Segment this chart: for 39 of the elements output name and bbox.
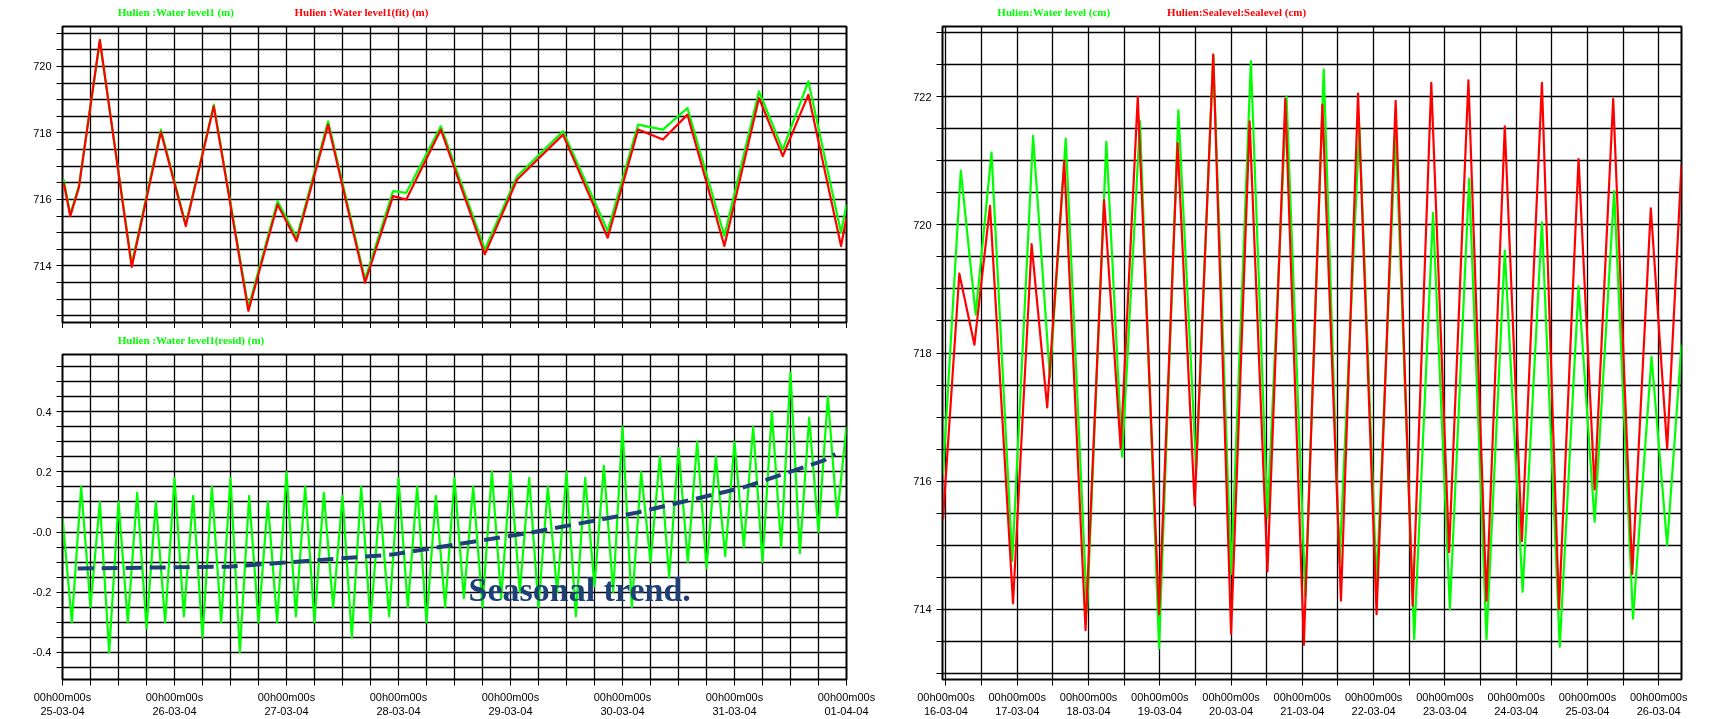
y-tick-label: 718 <box>33 126 52 139</box>
x-tick-label: 00h00m00s 24-03-04 <box>1487 690 1546 717</box>
x-tick-label: 00h00m00s 22-03-04 <box>1344 690 1403 717</box>
text: Hulien:Sealevel:Sealevel (cm) <box>1167 5 1307 19</box>
text: Hulien :Water level1(fit) (m) <box>294 5 429 19</box>
x-tick-label: 00h00m00s 26-03-04 <box>1629 690 1688 717</box>
y-tick-label: -0.4 <box>32 646 52 659</box>
text: Hulien :Water level1 (m) <box>117 5 235 19</box>
text: Hulien :Water level1(resid) (m) <box>117 333 265 347</box>
y-tick-label: 718 <box>913 347 932 359</box>
y-tick-label: 714 <box>913 603 932 616</box>
x-tick-label: 00h00m00s 21-03-04 <box>1273 690 1332 717</box>
text: Hulien:Water level (cm) <box>997 5 1111 19</box>
x-tick-label: 00h00m00s 16-03-04 <box>917 690 976 717</box>
x-tick-label: 00h00m00s 30-03-04 <box>593 690 652 717</box>
x-tick-label: 00h00m00s 18-03-04 <box>1059 690 1118 717</box>
x-tick-label: 00h00m00s 26-03-04 <box>145 690 204 717</box>
x-tick-label: 00h00m00s 25-03-04 <box>1558 690 1617 717</box>
y-tick-label: 0.2 <box>36 465 52 478</box>
x-tick-label: 00h00m00s 25-03-04 <box>33 690 92 717</box>
y-tick-label: 720 <box>913 218 932 231</box>
x-tick-label: 00h00m00s 31-03-04 <box>705 690 764 717</box>
x-tick-label: 00h00m00s 23-03-04 <box>1416 690 1475 717</box>
y-tick-label: 0.4 <box>36 405 52 418</box>
y-tick-label: 716 <box>913 475 932 488</box>
x-tick-label: 00h00m00s 17-03-04 <box>988 690 1047 717</box>
y-tick-label: -0.0 <box>32 526 52 539</box>
x-tick-label: 00h00m00s 28-03-04 <box>369 690 428 717</box>
y-tick-label: 720 <box>33 60 52 73</box>
y-tick-label: -0.2 <box>32 586 52 599</box>
x-tick-label: 00h00m00s 29-03-04 <box>481 690 540 717</box>
x-tick-label: 00h00m00s 19-03-04 <box>1131 690 1190 717</box>
x-tick-label: 00h00m00s 27-03-04 <box>257 690 316 717</box>
x-tick-label: 00h00m00s 20-03-04 <box>1202 690 1261 717</box>
line-series <box>62 371 847 654</box>
x-tick-label: 00h00m00s 01-04-04 <box>817 690 876 717</box>
y-tick-label: 716 <box>33 193 52 206</box>
y-tick-label: 722 <box>913 90 932 103</box>
y-tick-label: 714 <box>33 259 52 272</box>
